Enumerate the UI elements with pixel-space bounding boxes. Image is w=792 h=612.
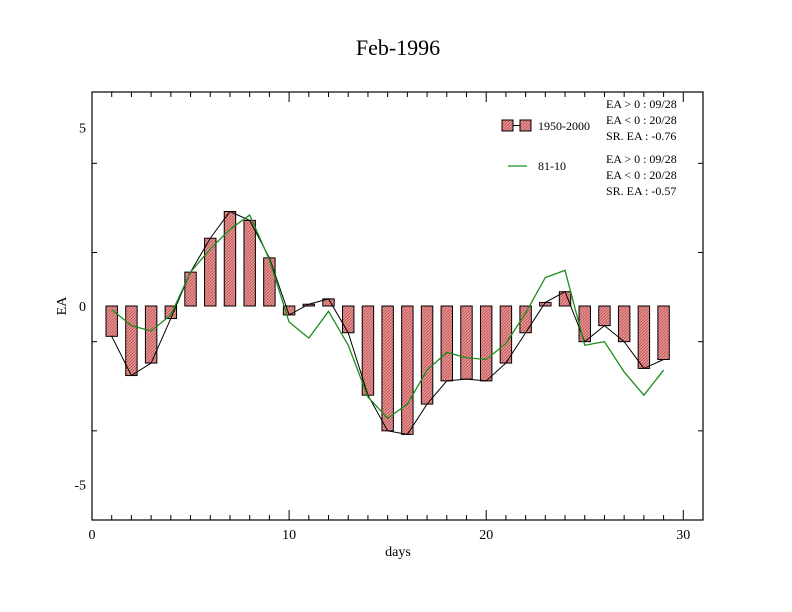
legend-label: 1950-2000: [538, 119, 590, 133]
chart-title: Feb-1996: [356, 35, 440, 60]
plot-frame: [91, 91, 704, 521]
bar: [637, 305, 651, 369]
x-tick-label: 10: [282, 528, 296, 543]
y-tick-label: 0: [79, 300, 86, 315]
bar: [401, 305, 414, 435]
bar: [125, 305, 138, 377]
y-axis-label: EA: [55, 296, 70, 316]
bar: [381, 305, 394, 432]
x-tick-label: 20: [479, 528, 493, 543]
stats-text: EA > 0 : 09/28: [606, 97, 677, 111]
bar-series-1950-2000: [105, 210, 670, 435]
bar: [243, 219, 256, 307]
bar: [657, 305, 670, 360]
bar: [440, 305, 453, 382]
bar: [479, 305, 493, 382]
bar: [617, 305, 631, 343]
bar: [184, 271, 197, 307]
line-series: [111, 210, 665, 435]
bar: [263, 257, 276, 307]
bar: [460, 305, 473, 380]
bar: [499, 305, 513, 364]
stats-text: EA < 0 : 20/28: [606, 168, 677, 182]
bar: [342, 305, 355, 334]
legend-label: 81-10: [538, 159, 566, 173]
legend-swatch-bar: [519, 119, 532, 132]
x-axis-label: days: [385, 545, 411, 560]
legend: 1950-2000 81-10 EA > 0 : 09/28 EA < 0 : 20/…: [501, 97, 677, 198]
series-line-1950-2000: [111, 210, 664, 435]
y-tick-label: -5: [74, 478, 86, 493]
axis-ticks: 0 10 20 30 -5 0 5: [74, 92, 704, 543]
bar: [578, 305, 591, 343]
y-tick-label: 5: [79, 122, 86, 137]
series-line-81-10: [111, 214, 665, 420]
bar: [598, 305, 611, 327]
stats-text: EA < 0 : 20/28: [606, 113, 677, 127]
x-tick-label: 0: [89, 528, 96, 543]
x-tick-label: 30: [676, 528, 690, 543]
legend-swatch-bar: [501, 119, 514, 132]
stats-text: SR. EA : -0.76: [606, 129, 676, 143]
stats-text: SR. EA : -0.57: [606, 184, 676, 198]
bar: [420, 305, 434, 405]
stats-text: EA > 0 : 09/28: [606, 152, 677, 166]
bar: [105, 305, 118, 337]
